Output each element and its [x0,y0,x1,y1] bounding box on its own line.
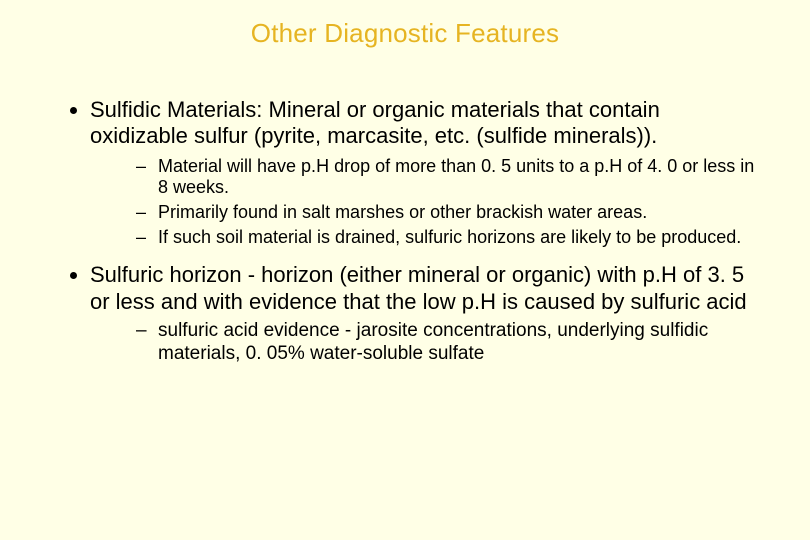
slide-container: Other Diagnostic Features Sulfidic Mater… [0,0,810,540]
sub-list: Material will have p.H drop of more than… [90,156,760,248]
sub-item: sulfuric acid evidence - jarosite concen… [136,319,760,365]
sub-item: Primarily found in salt marshes or other… [136,202,760,224]
sub-text: sulfuric acid evidence - jarosite concen… [158,320,708,364]
sub-item: Material will have p.H drop of more than… [136,156,760,199]
sub-text: Material will have p.H drop of more than… [158,156,754,198]
bullet-item: Sulfuric horizon - horizon (either miner… [90,262,760,365]
slide-title: Other Diagnostic Features [50,18,760,49]
bullet-text: Sulfidic Materials: Mineral or organic m… [90,97,660,148]
sub-text: Primarily found in salt marshes or other… [158,202,647,222]
sub-item: If such soil material is drained, sulfur… [136,227,760,249]
bullet-item: Sulfidic Materials: Mineral or organic m… [90,97,760,248]
sub-text: If such soil material is drained, sulfur… [158,227,741,247]
sub-list: sulfuric acid evidence - jarosite concen… [90,319,760,365]
bullet-list: Sulfidic Materials: Mineral or organic m… [50,97,760,365]
bullet-text: Sulfuric horizon - horizon (either miner… [90,262,747,313]
